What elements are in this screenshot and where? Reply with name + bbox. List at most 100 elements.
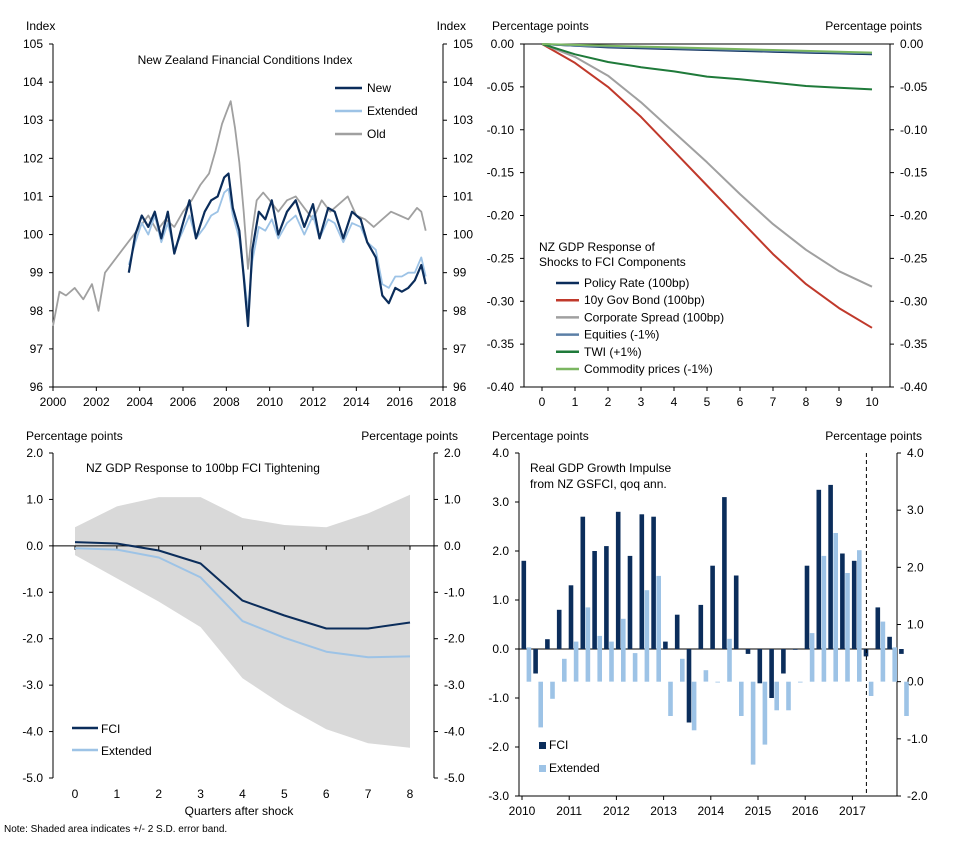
x-tick-label: 2018 — [430, 395, 457, 409]
y-tick-label-right: 96 — [453, 380, 467, 394]
x-tick-label: 2000 — [40, 395, 67, 409]
y-tick-label: 0.0 — [492, 642, 509, 656]
y-tick-label: 99 — [30, 266, 44, 280]
x-tick-label: 2010 — [509, 804, 536, 818]
legend-label: 10y Gov Bond (100bp) — [584, 293, 705, 307]
y-tick-label: -0.20 — [487, 209, 515, 223]
series-line-old — [52, 100, 427, 327]
x-tick-label: 2008 — [213, 395, 240, 409]
bar-fci — [745, 649, 751, 654]
bar-extended — [621, 618, 626, 682]
x-tick-label: 5 — [704, 395, 711, 409]
bar-extended — [904, 681, 909, 716]
y-tick-label-right: 1.0 — [907, 618, 924, 632]
y-tick-label: 0.00 — [491, 37, 515, 51]
bar-fci — [840, 553, 845, 649]
legend-label: Corporate Spread (100bp) — [584, 310, 724, 324]
bar-extended — [727, 638, 732, 682]
bar-extended — [857, 550, 862, 682]
y-tick-label: 0.0 — [26, 539, 43, 553]
bar-fci — [757, 649, 763, 684]
x-tick-label: 2015 — [745, 804, 772, 818]
bar-extended — [845, 573, 850, 682]
bar-fci — [887, 636, 892, 650]
y-tick-label: -4.0 — [22, 725, 43, 739]
bar-extended — [809, 633, 815, 682]
bar-extended — [656, 575, 661, 682]
y-tick-label: -0.25 — [487, 251, 515, 265]
legend-label: Extended — [101, 744, 152, 758]
y-axis-label: Percentage points — [492, 429, 589, 443]
bar-extended — [538, 681, 543, 728]
bar-extended — [833, 533, 838, 682]
y-tick-label-right: -0.25 — [900, 251, 928, 265]
bar-extended — [762, 681, 768, 745]
bar-fci — [710, 565, 715, 649]
series-line — [74, 541, 411, 630]
x-tick-label: 7 — [770, 395, 777, 409]
y-tick-label: -5.0 — [22, 771, 43, 785]
legend-label: Extended — [367, 104, 418, 118]
bar-extended — [715, 681, 720, 683]
bar-fci — [899, 649, 904, 654]
x-tick-label: 2012 — [300, 395, 327, 409]
y-tick-label: 96 — [30, 380, 44, 394]
bar-fci — [792, 649, 798, 650]
y-tick-label-right: 97 — [453, 342, 467, 356]
y-tick-label: 102 — [23, 151, 43, 165]
x-tick-label: 1 — [114, 787, 121, 801]
bar-fci — [698, 604, 704, 649]
y-tick-label: 100 — [23, 228, 43, 242]
y-tick-label-right: 2.0 — [907, 560, 924, 574]
y-tick-label-right: -5.0 — [444, 771, 465, 785]
y-tick-label-right: -0.30 — [900, 294, 928, 308]
bar-extended — [892, 647, 897, 682]
x-tick-label: 0 — [539, 395, 546, 409]
y-tick-label: 1.0 — [492, 593, 509, 607]
y-tick-label: 2.0 — [492, 544, 509, 558]
x-tick-label: 2017 — [839, 804, 866, 818]
bar-fci — [568, 585, 574, 649]
y-tick-label: 1.0 — [26, 492, 43, 506]
bar-fci — [545, 639, 550, 649]
y-tick-label: -0.30 — [487, 294, 515, 308]
y-tick-label-right: 1.0 — [444, 492, 461, 506]
y-tick-label: -0.15 — [487, 166, 515, 180]
bar-extended — [644, 590, 650, 682]
x-tick-label: 6 — [737, 395, 744, 409]
legend-label: Equities (-1%) — [584, 328, 659, 342]
y-tick-label-right: -1.0 — [907, 732, 928, 746]
bar-fci — [851, 560, 857, 649]
y-tick-label-right: 99 — [453, 266, 467, 280]
legend-label: Old — [367, 127, 386, 141]
bar-extended — [750, 681, 756, 765]
y-tick-label-right: -1.0 — [444, 585, 465, 599]
y-tick-label-right: 4.0 — [907, 446, 924, 460]
series-line — [541, 43, 873, 329]
legend-label: Extended — [549, 761, 600, 775]
bar-extended — [609, 641, 614, 682]
bar-extended — [668, 681, 673, 716]
y-tick-label-right: 100 — [453, 228, 473, 242]
y-tick-label: 3.0 — [492, 495, 509, 509]
legend-label: New — [367, 81, 391, 95]
bar-fci — [627, 555, 633, 649]
y-tick-label-right: 0.0 — [444, 539, 461, 553]
y-tick-label: 97 — [30, 342, 44, 356]
series-line — [74, 547, 411, 659]
bar-fci — [816, 489, 822, 650]
bar-extended — [597, 635, 602, 682]
y-axis-label-right: Percentage points — [825, 429, 922, 443]
x-tick-label: 3 — [197, 787, 204, 801]
bar-extended — [774, 681, 779, 711]
bar-fci — [521, 560, 527, 649]
bar-extended — [739, 681, 744, 716]
y-tick-label-right: 105 — [453, 37, 473, 51]
legend-label: TWI (+1%) — [584, 345, 642, 359]
y-axis-label: Index — [26, 19, 55, 33]
bar-extended — [880, 621, 886, 682]
legend-label: FCI — [549, 738, 568, 752]
y-tick-label-right: -2.0 — [907, 789, 928, 803]
bar-fci — [781, 649, 786, 674]
y-tick-label: 105 — [23, 37, 43, 51]
